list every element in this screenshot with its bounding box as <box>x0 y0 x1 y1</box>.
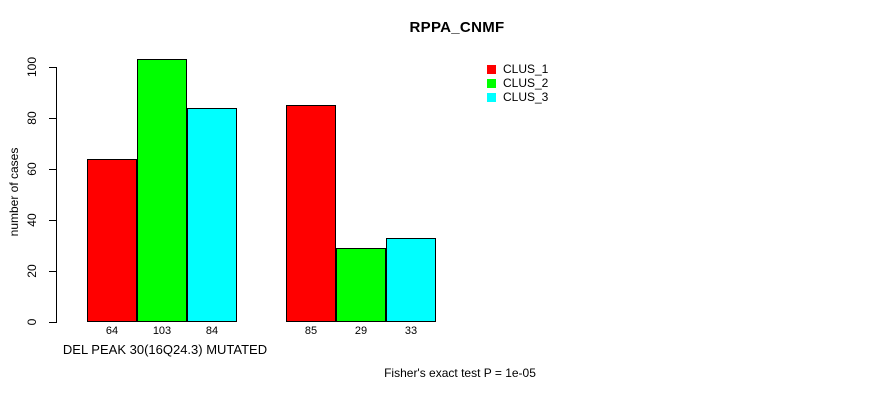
legend-entry-clus_3: CLUS_3 <box>487 90 548 104</box>
y-tick <box>49 168 57 170</box>
legend: CLUS_1 CLUS_2 CLUS_3 <box>487 62 548 104</box>
legend-label: CLUS_1 <box>503 62 549 76</box>
bar-value-label: 29 <box>354 325 368 337</box>
y-axis-line <box>56 67 57 323</box>
legend-entry-clus_1: CLUS_1 <box>487 62 548 76</box>
y-tick-label: 0 <box>25 318 39 326</box>
bar-value-label: 103 <box>152 325 172 337</box>
legend-label: CLUS_3 <box>503 90 549 104</box>
y-tick-label: 80 <box>25 111 39 125</box>
legend-label: CLUS_2 <box>503 76 549 90</box>
bar-clus_2-group2 <box>336 248 386 322</box>
bar-clus_1-group2 <box>286 105 336 322</box>
x-axis-label: DEL PEAK 30(16Q24.3) MUTATED <box>62 342 268 357</box>
legend-entry-clus_2: CLUS_2 <box>487 76 548 90</box>
y-tick <box>49 321 57 323</box>
chart-title: RPPA_CNMF <box>409 19 505 36</box>
y-tick <box>49 219 57 221</box>
y-tick-label: 40 <box>25 213 39 227</box>
bar-value-label: 33 <box>404 325 418 337</box>
bar-value-label: 84 <box>205 325 219 337</box>
bar-clus_2-group1 <box>137 59 187 322</box>
bar-value-label: 64 <box>105 325 119 337</box>
y-axis-title: number of cases <box>7 147 21 237</box>
bar-clus_1-group1 <box>87 159 137 322</box>
y-tick <box>49 117 57 119</box>
legend-swatch-icon <box>487 78 496 88</box>
y-tick-label: 60 <box>25 162 39 176</box>
y-tick <box>49 66 57 68</box>
y-tick <box>49 270 57 272</box>
legend-swatch-icon <box>487 64 496 74</box>
bar-clus_3-group2 <box>386 238 436 322</box>
bar-clus_3-group1 <box>187 108 237 322</box>
annotation-pvalue: Fisher's exact test P = 1e-05 <box>384 366 536 380</box>
bar-value-label: 85 <box>304 325 318 337</box>
legend-swatch-icon <box>487 92 496 102</box>
y-tick-label: 100 <box>25 56 39 78</box>
y-tick-label: 20 <box>25 264 39 278</box>
